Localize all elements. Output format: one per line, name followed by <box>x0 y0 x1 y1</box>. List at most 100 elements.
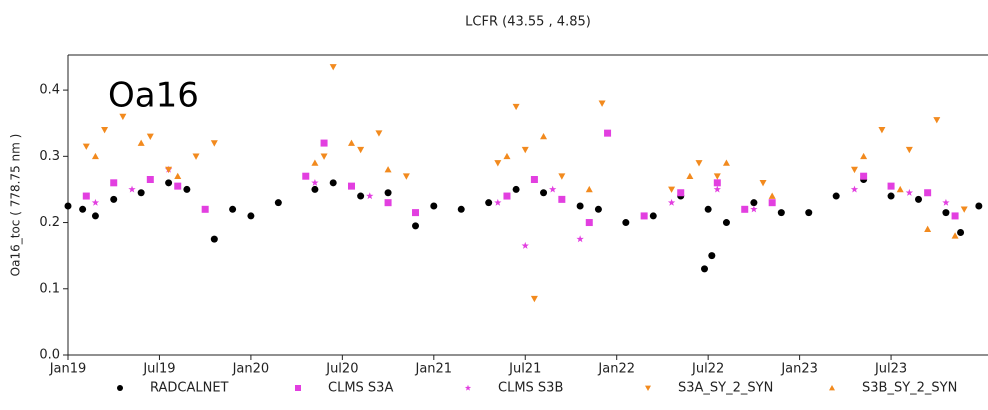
data-point <box>210 140 218 147</box>
data-point <box>850 185 859 193</box>
data-point <box>576 202 584 210</box>
data-point <box>311 159 319 166</box>
data-point <box>708 252 716 260</box>
data-point <box>137 139 145 146</box>
data-point <box>494 160 502 167</box>
x-tick-label: Jul22 <box>691 362 724 377</box>
x-tick-label: Jan23 <box>780 362 818 377</box>
data-point <box>311 185 319 193</box>
data-point <box>119 113 127 121</box>
legend-label: CLMS S3A <box>328 381 393 396</box>
data-point <box>91 212 99 220</box>
y-tick-label: 0.4 <box>39 83 60 98</box>
data-point <box>329 179 337 187</box>
data-point <box>887 182 895 190</box>
data-point <box>951 212 959 220</box>
data-point <box>311 178 319 186</box>
data-point <box>951 232 959 239</box>
data-point <box>585 219 593 227</box>
data-point <box>146 176 154 184</box>
data-point <box>713 185 721 193</box>
data-point <box>585 185 593 193</box>
data-point <box>622 219 630 227</box>
data-point <box>183 185 191 193</box>
data-point <box>101 127 109 134</box>
data-point <box>777 209 785 217</box>
legend-label: RADCALNET <box>150 381 229 396</box>
data-point <box>91 152 99 160</box>
data-point <box>503 192 511 200</box>
data-point <box>924 189 932 197</box>
data-point <box>649 212 657 220</box>
x-tick-label: Jan22 <box>597 362 635 377</box>
x-tick-label: Jul21 <box>508 362 541 377</box>
x-tick-label: Jan19 <box>49 362 87 377</box>
data-point <box>686 172 694 179</box>
annotation: Oa16 <box>108 76 199 116</box>
data-point <box>850 166 858 174</box>
data-point <box>530 295 538 303</box>
data-point <box>302 172 310 180</box>
data-point <box>146 133 154 140</box>
data-point <box>750 199 758 207</box>
data-point <box>91 198 100 206</box>
data-point <box>860 172 868 180</box>
data-point <box>201 205 209 213</box>
data-point <box>210 235 218 243</box>
legend-label: S3B_SY_2_SYN <box>862 381 957 396</box>
legend-marker <box>295 385 301 391</box>
x-tick-label: Jul20 <box>325 362 358 377</box>
data-point <box>485 199 493 207</box>
x-tick-label: Jan21 <box>415 362 453 377</box>
data-point <box>695 160 703 167</box>
data-point <box>942 198 950 206</box>
data-point <box>750 205 758 213</box>
data-point <box>905 146 913 154</box>
chart-title: LCFR (43.55 , 4.85) <box>465 15 591 30</box>
legend-marker <box>645 385 651 391</box>
data-point <box>957 228 965 236</box>
data-point <box>805 209 813 217</box>
data-point <box>759 180 767 187</box>
data-point <box>914 195 922 203</box>
x-tick-label: Jul23 <box>874 362 907 377</box>
data-point <box>247 212 255 220</box>
data-point <box>79 205 87 213</box>
data-point <box>329 64 337 71</box>
data-point <box>594 205 602 213</box>
data-point <box>887 192 895 200</box>
data-point <box>640 212 648 220</box>
data-point <box>878 127 886 134</box>
data-point <box>722 219 730 227</box>
data-point <box>174 182 182 190</box>
data-point <box>375 130 383 137</box>
data-point <box>604 129 612 137</box>
data-point <box>165 179 173 187</box>
data-point <box>82 192 90 200</box>
data-point <box>229 205 237 213</box>
data-point <box>530 176 538 184</box>
data-point <box>110 195 118 203</box>
legend-marker <box>464 384 472 391</box>
data-point <box>457 205 465 213</box>
data-point <box>192 153 200 160</box>
data-point <box>347 139 355 146</box>
data-point <box>576 235 584 243</box>
data-point <box>402 173 410 180</box>
data-point <box>667 198 676 206</box>
y-axis-label: Oa16_toc ( 778.75 nm ) <box>9 134 23 277</box>
data-point <box>137 189 145 197</box>
data-point <box>942 209 950 217</box>
data-point <box>549 185 557 193</box>
data-point <box>896 185 904 193</box>
data-point <box>165 166 173 174</box>
data-point <box>768 192 776 199</box>
data-point <box>668 186 676 193</box>
data-point <box>975 202 983 210</box>
y-tick-label: 0.2 <box>39 215 60 230</box>
data-point <box>110 179 118 187</box>
data-point <box>521 241 529 249</box>
data-point <box>558 173 566 180</box>
data-point <box>713 179 721 187</box>
data-point <box>412 222 420 230</box>
